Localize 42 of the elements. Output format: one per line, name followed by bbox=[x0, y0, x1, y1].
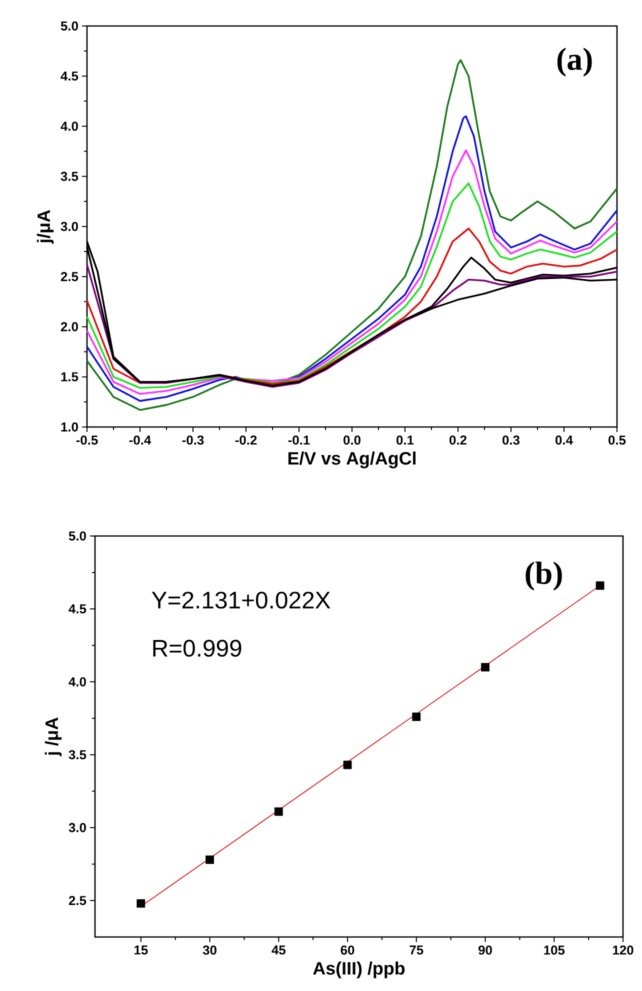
x-tick-label: -0.5 bbox=[76, 436, 98, 445]
x-tick-label: 45 bbox=[272, 946, 286, 955]
y-tick-label: 3.5 bbox=[60, 172, 78, 181]
y-tick-label: 1.0 bbox=[61, 422, 78, 432]
x-tick-label: -0.2 bbox=[235, 436, 257, 445]
x-axis-title: E/V vs Ag/AgCl bbox=[288, 452, 416, 468]
y-tick-label: 4.0 bbox=[60, 122, 78, 131]
y-tick-label: 5.0 bbox=[68, 531, 86, 541]
y-tick-label: 1.5 bbox=[61, 372, 78, 382]
x-tick-label: 30 bbox=[202, 946, 216, 955]
x-tick-label: 120 bbox=[613, 946, 634, 955]
y-axis-title: j /μA bbox=[44, 718, 62, 756]
y-tick-label: 5.0 bbox=[60, 21, 78, 31]
x-tick-label: 0.4 bbox=[556, 436, 573, 445]
x-tick-label: 15 bbox=[134, 946, 148, 955]
x-tick-label: 60 bbox=[340, 946, 354, 955]
y-tick-label: 4.5 bbox=[60, 72, 78, 81]
x-tick-label: 0.5 bbox=[608, 436, 626, 445]
annotation: (a) bbox=[557, 48, 592, 77]
x-tick-label: 90 bbox=[478, 946, 492, 955]
x-tick-label: 0.3 bbox=[502, 436, 520, 445]
x-tick-label: 75 bbox=[410, 946, 424, 955]
y-tick-label: 2.5 bbox=[60, 272, 78, 282]
annotation: R=0.999 bbox=[153, 640, 242, 657]
x-tick-label: 0.0 bbox=[344, 436, 360, 445]
x-axis-title: As(III) /ppb bbox=[313, 962, 405, 978]
x-tick-label: -0.3 bbox=[182, 436, 204, 445]
annotation: Y=2.131+0.022X bbox=[152, 592, 330, 609]
x-tick-label: 105 bbox=[544, 946, 565, 955]
y-tick-label: 2.5 bbox=[68, 896, 86, 906]
x-tick-label: -0.1 bbox=[288, 436, 310, 445]
x-tick-label: 0.2 bbox=[450, 436, 466, 445]
y-tick-label: 3.0 bbox=[68, 823, 86, 832]
x-tick-label: -0.4 bbox=[129, 436, 152, 445]
y-tick-label: 4.0 bbox=[68, 677, 86, 686]
y-tick-label: 3.5 bbox=[68, 750, 86, 760]
y-tick-label: 2.0 bbox=[60, 322, 78, 332]
y-tick-label: 4.5 bbox=[68, 604, 86, 614]
y-tick-label: 3.0 bbox=[60, 222, 78, 232]
x-tick-label: 0.1 bbox=[396, 436, 414, 445]
y-axis-title: j/μA bbox=[36, 210, 54, 244]
annotation: (b) bbox=[526, 562, 562, 591]
